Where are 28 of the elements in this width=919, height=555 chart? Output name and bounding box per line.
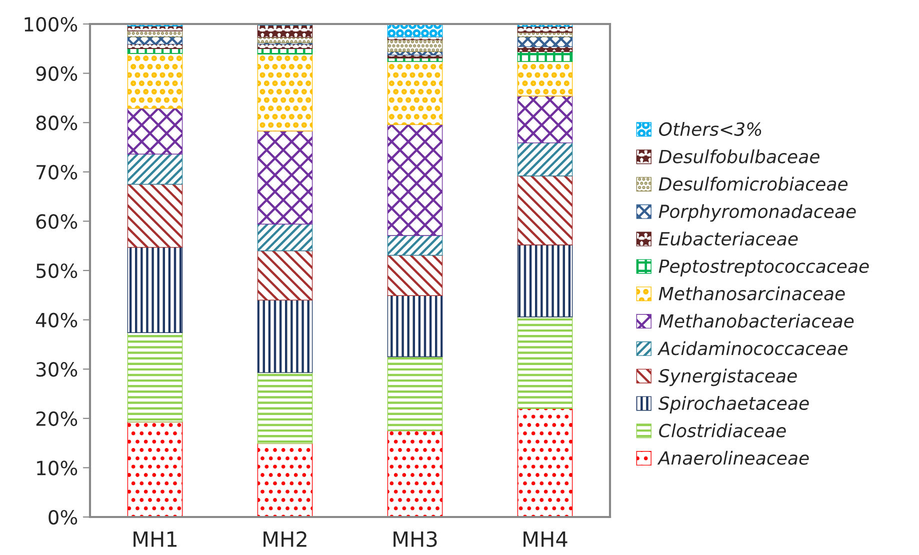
y-tick-label: 90% (36, 66, 78, 81)
legend-label: Desulfomicrobiaceae (658, 176, 848, 191)
legend-label: Acidaminococcaceae (657, 341, 848, 356)
legend-label: Others<3% (659, 122, 762, 136)
x-tick-label: MH2 (264, 531, 306, 547)
x-tick-label: MH4 (524, 532, 568, 547)
legend-label: Methanosarcinaceae (658, 286, 845, 300)
legend-label: Synergistaceae (658, 368, 797, 386)
y-tick-label: 0% (48, 510, 78, 525)
legend-label: Clostridiaceae (659, 423, 786, 438)
y-tick-label: 10% (37, 460, 78, 476)
y-tick-label: 100% (24, 16, 78, 32)
legend-label: Spirochaetaceae (658, 396, 809, 414)
legend-label: Desulfobulbaceae (658, 149, 820, 164)
y-tick-label: 30% (36, 362, 78, 377)
y-tick-label: 50% (36, 263, 78, 278)
x-tick-label: MH1 (134, 532, 177, 547)
y-tick-label: 70% (36, 164, 78, 180)
legend-label: Methanobacteriaceae (658, 314, 854, 328)
legend-label: Peptostreptococcaceae (658, 260, 869, 276)
legend-label: Porphyromonadaceae (658, 204, 856, 222)
y-tick-label: 80% (36, 116, 78, 130)
y-tick-label: 40% (36, 312, 78, 328)
legend-label: Eubacteriaceae (658, 232, 798, 246)
legend-label: Anaerolineaceae (657, 450, 809, 465)
x-tick-label: MH3 (394, 531, 437, 548)
y-tick-label: 20% (36, 411, 78, 426)
y-tick-label: 60% (36, 214, 78, 229)
